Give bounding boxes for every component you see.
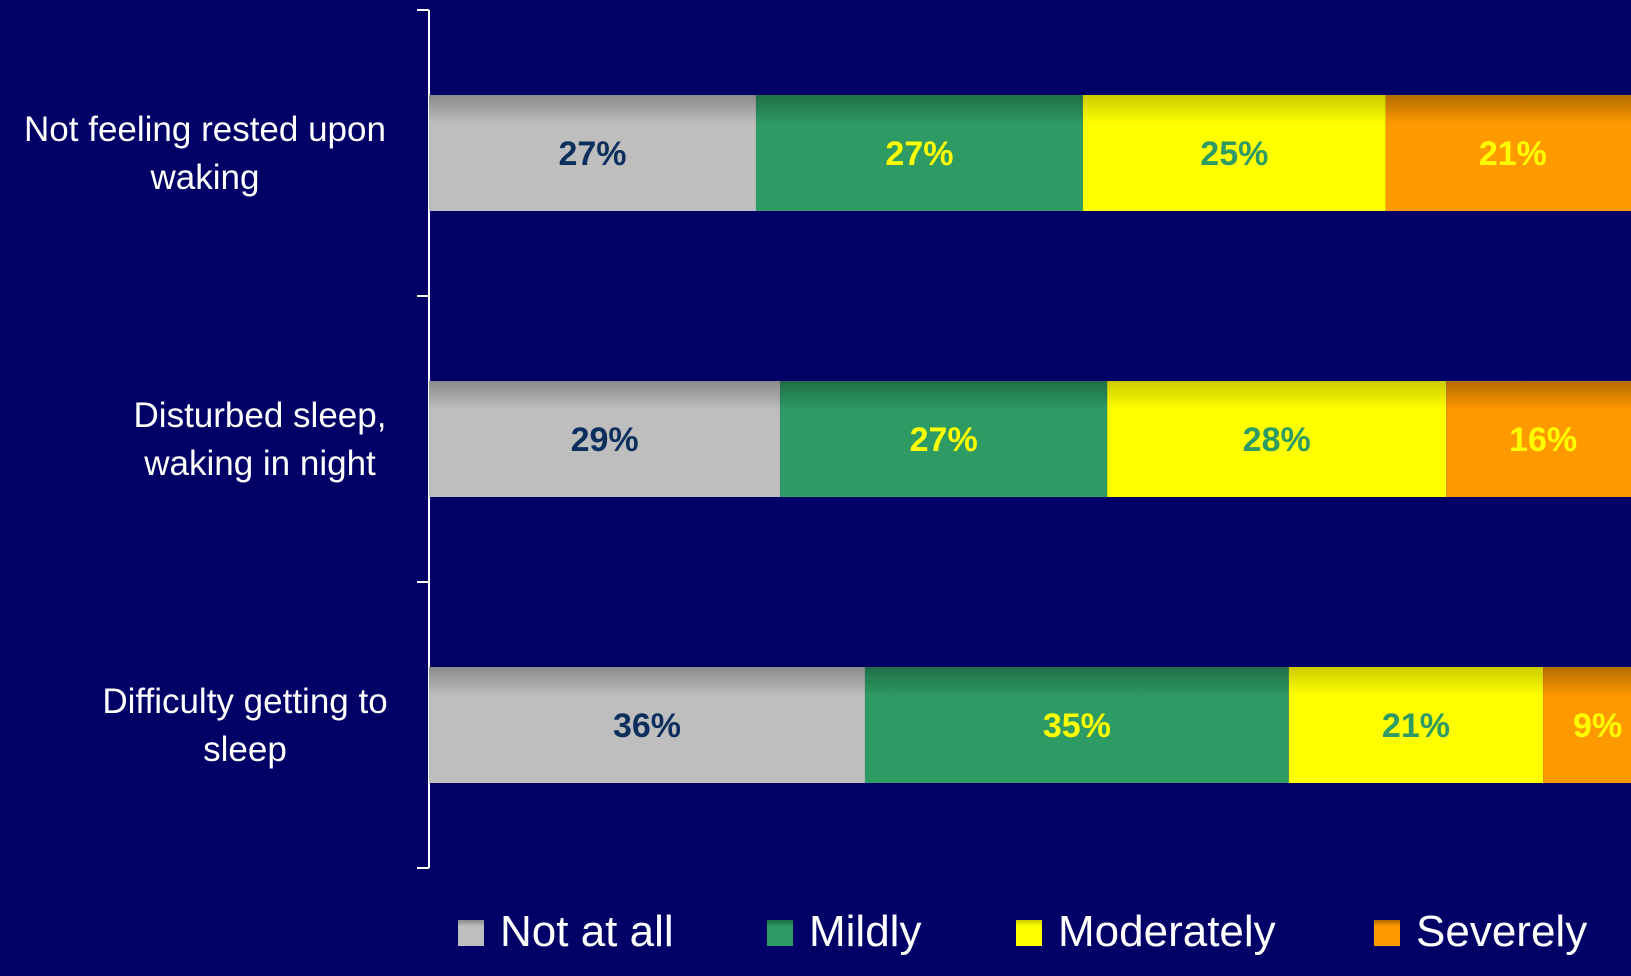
data-label: 28% [1243, 421, 1311, 459]
legend-swatch [458, 920, 484, 946]
legend-label: Mildly [809, 907, 921, 956]
bar-segment-not-at-all [429, 95, 756, 211]
legend-item-mildly: Mildly [767, 907, 921, 956]
data-label: 16% [1509, 421, 1577, 459]
legend-swatch [767, 920, 793, 946]
legend-item-moderately: Moderately [1016, 907, 1276, 956]
category-label: Difficulty getting to sleep [102, 682, 387, 769]
data-label: 27% [910, 421, 978, 459]
bar-segment-not-at-all [429, 667, 865, 783]
bar-segment-severely [1385, 95, 1631, 211]
category-label: Disturbed sleep, waking in night [134, 396, 387, 483]
bar-segment-mildly [755, 95, 1083, 211]
data-label: 9% [1573, 707, 1622, 745]
data-label: 35% [1043, 707, 1111, 745]
bar-segment-not-at-all [429, 381, 781, 497]
bar-segment-severely [1446, 381, 1631, 497]
legend-item-not-at-all: Not at all [458, 907, 674, 956]
legend-label: Moderately [1058, 907, 1276, 956]
data-label: 27% [885, 135, 953, 173]
legend-label: Severely [1416, 907, 1587, 956]
bar-segment-moderately [1107, 381, 1447, 497]
category-labels-group: Not feeling rested upon waking Disturbed s… [24, 110, 388, 769]
legend: Not at all Mildly Moderately Severely [458, 907, 1587, 956]
bars-group [429, 95, 1631, 783]
category-axis [417, 9, 430, 869]
bar-segment-severely [1543, 667, 1631, 783]
data-label: 21% [1479, 135, 1547, 173]
bar-segment-moderately [1288, 667, 1544, 783]
legend-swatch [1374, 920, 1400, 946]
bar-segment-mildly [864, 667, 1289, 783]
legend-label: Not at all [500, 907, 674, 956]
data-label: 27% [558, 135, 626, 173]
legend-item-severely: Severely [1374, 907, 1587, 956]
bar-segment-moderately [1082, 95, 1386, 211]
data-label: 36% [613, 707, 681, 745]
legend-swatch [1016, 920, 1042, 946]
bar-segment-mildly [780, 381, 1108, 497]
data-label: 29% [571, 421, 639, 459]
category-label: Not feeling rested upon waking [24, 110, 386, 197]
data-labels-group: 27% 27% 25% 21% 29% 27% 28% 16% 36% 35% 21% 9% [558, 135, 1622, 745]
data-label: 25% [1200, 135, 1268, 173]
data-label: 21% [1382, 707, 1450, 745]
